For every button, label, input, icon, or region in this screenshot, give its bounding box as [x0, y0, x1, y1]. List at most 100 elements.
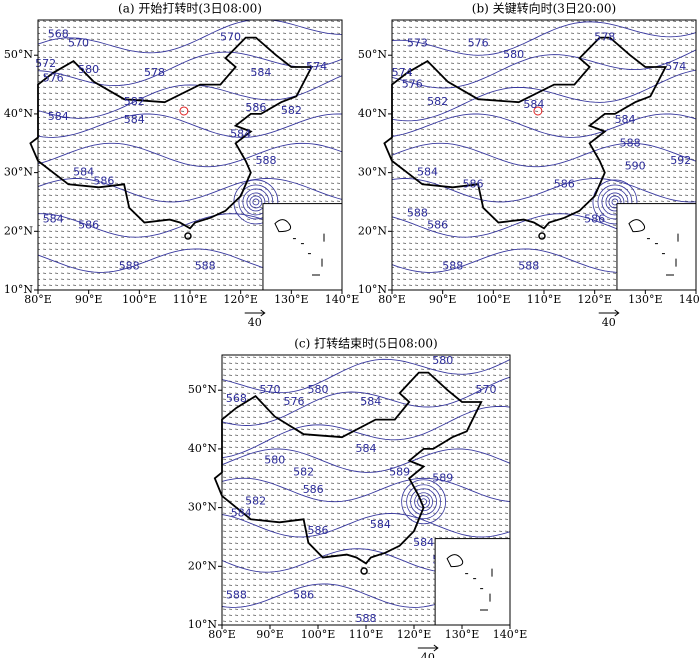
reference-arrow [417, 644, 439, 652]
coastline [213, 371, 483, 565]
contour-label: 589 [432, 471, 453, 484]
reference-label: 40 [602, 316, 616, 329]
x-tick-label: 90°E [75, 293, 103, 306]
contour-label: 580 [264, 454, 285, 467]
contour-label: 584 [360, 395, 381, 408]
contour-label: 586 [78, 218, 99, 231]
cyclone-contour [608, 195, 622, 209]
inset-map [434, 538, 511, 626]
x-tick-label: 100°E [301, 628, 336, 641]
contour-label: 580 [432, 354, 453, 367]
x-tick-label: 80°E [378, 293, 406, 306]
red-marker [179, 106, 189, 116]
contour-label: 588 [518, 260, 539, 273]
contour-line [221, 448, 511, 473]
cyclone-contour [410, 488, 438, 516]
contour-label: 574 [665, 60, 686, 73]
panel-title: (a) 开始打转时(3日08:00) [118, 1, 262, 16]
contour-label: 574 [306, 60, 327, 73]
inset-islands [628, 219, 679, 276]
reference-arrow [244, 309, 266, 317]
y-tick-label: 20°N [4, 224, 33, 237]
contour-label: 588 [407, 207, 428, 220]
contour-label: 584 [417, 166, 438, 179]
contour-label: 586 [303, 483, 324, 496]
contour-line [37, 178, 343, 203]
reference-label: 40 [248, 316, 262, 329]
x-tick-label: 140°E [325, 293, 360, 306]
contour-label: 580 [503, 48, 524, 61]
x-tick-label: 130°E [628, 293, 663, 306]
contour-label: 573 [407, 36, 428, 49]
y-tick-label: 40°N [358, 107, 387, 120]
y-tick-label: 30°N [4, 166, 33, 179]
inset-islands [274, 219, 325, 276]
contour-label: 588 [226, 589, 247, 602]
contour-line [221, 376, 511, 426]
cyclone-contour [406, 484, 442, 520]
contour-label: 586 [584, 213, 605, 226]
x-tick-label: 110°E [173, 293, 208, 306]
contour-label: 570 [220, 31, 241, 44]
contour-label: 584 [231, 506, 252, 519]
x-tick-label: 120°E [397, 628, 432, 641]
contour-line [391, 21, 697, 56]
cyclone-contour [601, 188, 629, 216]
x-tick-label: 100°E [476, 293, 511, 306]
hainan [360, 567, 368, 575]
inset-islands [446, 554, 493, 611]
red-marker [533, 106, 543, 116]
y-tick-label: 10°N [358, 283, 387, 296]
contour-line [221, 405, 511, 459]
contour-label: 580 [78, 63, 99, 76]
contour-label: 586 [245, 101, 266, 114]
contour-label: 588 [442, 260, 463, 273]
contour-label: 582 [245, 495, 266, 508]
contour-line [221, 358, 511, 394]
contour-line [37, 113, 343, 138]
contour-line [391, 113, 697, 138]
contour-line [37, 75, 343, 119]
contour-label: 584 [124, 113, 145, 126]
panel-title: (b) 关键转向时(3日20:00) [472, 1, 616, 16]
x-tick-label: 130°E [445, 628, 480, 641]
panel-title: (c) 打转结束时(5日08:00) [294, 336, 437, 351]
contour-label: 588 [620, 136, 641, 149]
contour-line [37, 19, 343, 54]
contour-label: 586 [308, 524, 329, 537]
contour-line [391, 142, 697, 168]
contour-line [391, 69, 697, 122]
contour-label: 576 [402, 78, 423, 91]
map-panel: (b) 关键转向时(3日20:00)573 5765745765785805745… [358, 1, 700, 330]
contour-label: 580 [308, 383, 329, 396]
contour-label: 584 [43, 213, 64, 226]
contour-label: 576 [284, 395, 305, 408]
contour-label: 570 [260, 383, 281, 396]
contour-label: 584 [250, 66, 271, 79]
x-tick-label: 90°E [256, 628, 284, 641]
contour-label: 574 [392, 66, 413, 79]
hainan [184, 232, 192, 240]
contour-label: 582 [427, 95, 448, 108]
y-tick-label: 20°N [188, 559, 217, 572]
x-tick-label: 130°E [274, 293, 309, 306]
x-tick-label: 140°E [493, 628, 528, 641]
contour-label: 568 [48, 28, 69, 41]
cyclone-contour [592, 179, 638, 225]
contour-label: 586 [293, 589, 314, 602]
cyclone-contour [605, 192, 625, 212]
contour-label: 588 [119, 260, 140, 273]
contour-label: 570 [68, 36, 89, 49]
x-tick-label: 120°E [577, 293, 612, 306]
y-tick-label: 10°N [188, 618, 217, 631]
contour-label: 584 [370, 518, 391, 531]
contour-label: 576 [43, 72, 64, 85]
contour-line [221, 513, 511, 538]
cyclone-contour [611, 198, 619, 206]
contour-label: 586 [427, 218, 448, 231]
x-tick-label: 90°E [429, 293, 457, 306]
coastline [29, 36, 314, 230]
inset-map [616, 203, 697, 291]
contour-label: 584 [523, 98, 544, 111]
